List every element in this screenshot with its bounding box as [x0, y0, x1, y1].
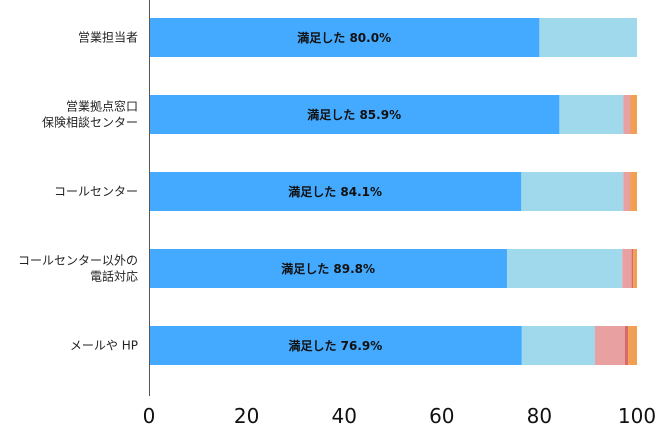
category-label-3-1: コールセンター [54, 185, 138, 199]
bar-segment-5-3 [595, 326, 625, 365]
x-tick-label-2: 20 [234, 404, 259, 428]
data-labels: 満足した 80.0% 満足した 85.9% 満足した 84.1% 満足した 89.8%… [281, 30, 401, 353]
bar-segment-4-4 [631, 249, 634, 288]
data-label-2: 満足した 85.9% [307, 107, 401, 122]
bar-segment-4-1 [149, 249, 508, 288]
x-tick-label-5: 80 [527, 404, 552, 428]
x-tick-label-6: 100 [618, 404, 656, 428]
x-tick-labels: 0 20 40 60 80 100 [143, 404, 656, 428]
category-label-1-1: 営業担当者 [78, 31, 138, 45]
bar-segment-3-2 [521, 172, 624, 211]
bar-segment-5-2 [521, 326, 596, 365]
bar-segment-3-1 [149, 172, 522, 211]
bar-segment-4-2 [507, 249, 623, 288]
bar-segment-3-3 [623, 172, 630, 211]
bar-segment-2-5 [630, 95, 637, 134]
category-label-2-1: 営業拠点窓口 [66, 99, 138, 114]
x-tick-label-4: 60 [429, 404, 454, 428]
category-label-4-2: 電話対応 [90, 269, 138, 284]
bar-segment-2-1 [149, 95, 560, 134]
bar-segment-1-1 [149, 18, 540, 57]
data-label-3: 満足した 84.1% [288, 184, 382, 199]
x-tick-label-1: 0 [143, 404, 156, 428]
bar-segment-4-5 [633, 249, 637, 288]
bar-segment-2-2 [559, 95, 624, 134]
x-tick-label-3: 40 [331, 404, 356, 428]
data-label-1: 満足した 80.0% [297, 30, 391, 45]
data-label-4: 満足した 89.8% [281, 261, 375, 276]
bar-segment-2-3 [623, 95, 631, 134]
category-label-2-2: 保険相談センター [42, 115, 138, 130]
bar-segment-5-5 [628, 326, 637, 365]
data-label-5: 満足した 76.9% [289, 338, 383, 353]
bar-segment-5-1 [149, 326, 522, 365]
bars-layer [149, 18, 637, 365]
bar-segment-1-2 [539, 18, 637, 57]
bar-segment-3-5 [630, 172, 637, 211]
category-label-5-1: メールや HP [70, 339, 138, 353]
bar-segment-4-3 [622, 249, 632, 288]
category-labels: 営業担当者営業拠点窓口保険相談センターコールセンターコールセンター以外の電話対応… [18, 31, 138, 353]
category-label-4-1: コールセンター以外の [18, 254, 138, 268]
bar-segment-5-4 [624, 326, 629, 365]
